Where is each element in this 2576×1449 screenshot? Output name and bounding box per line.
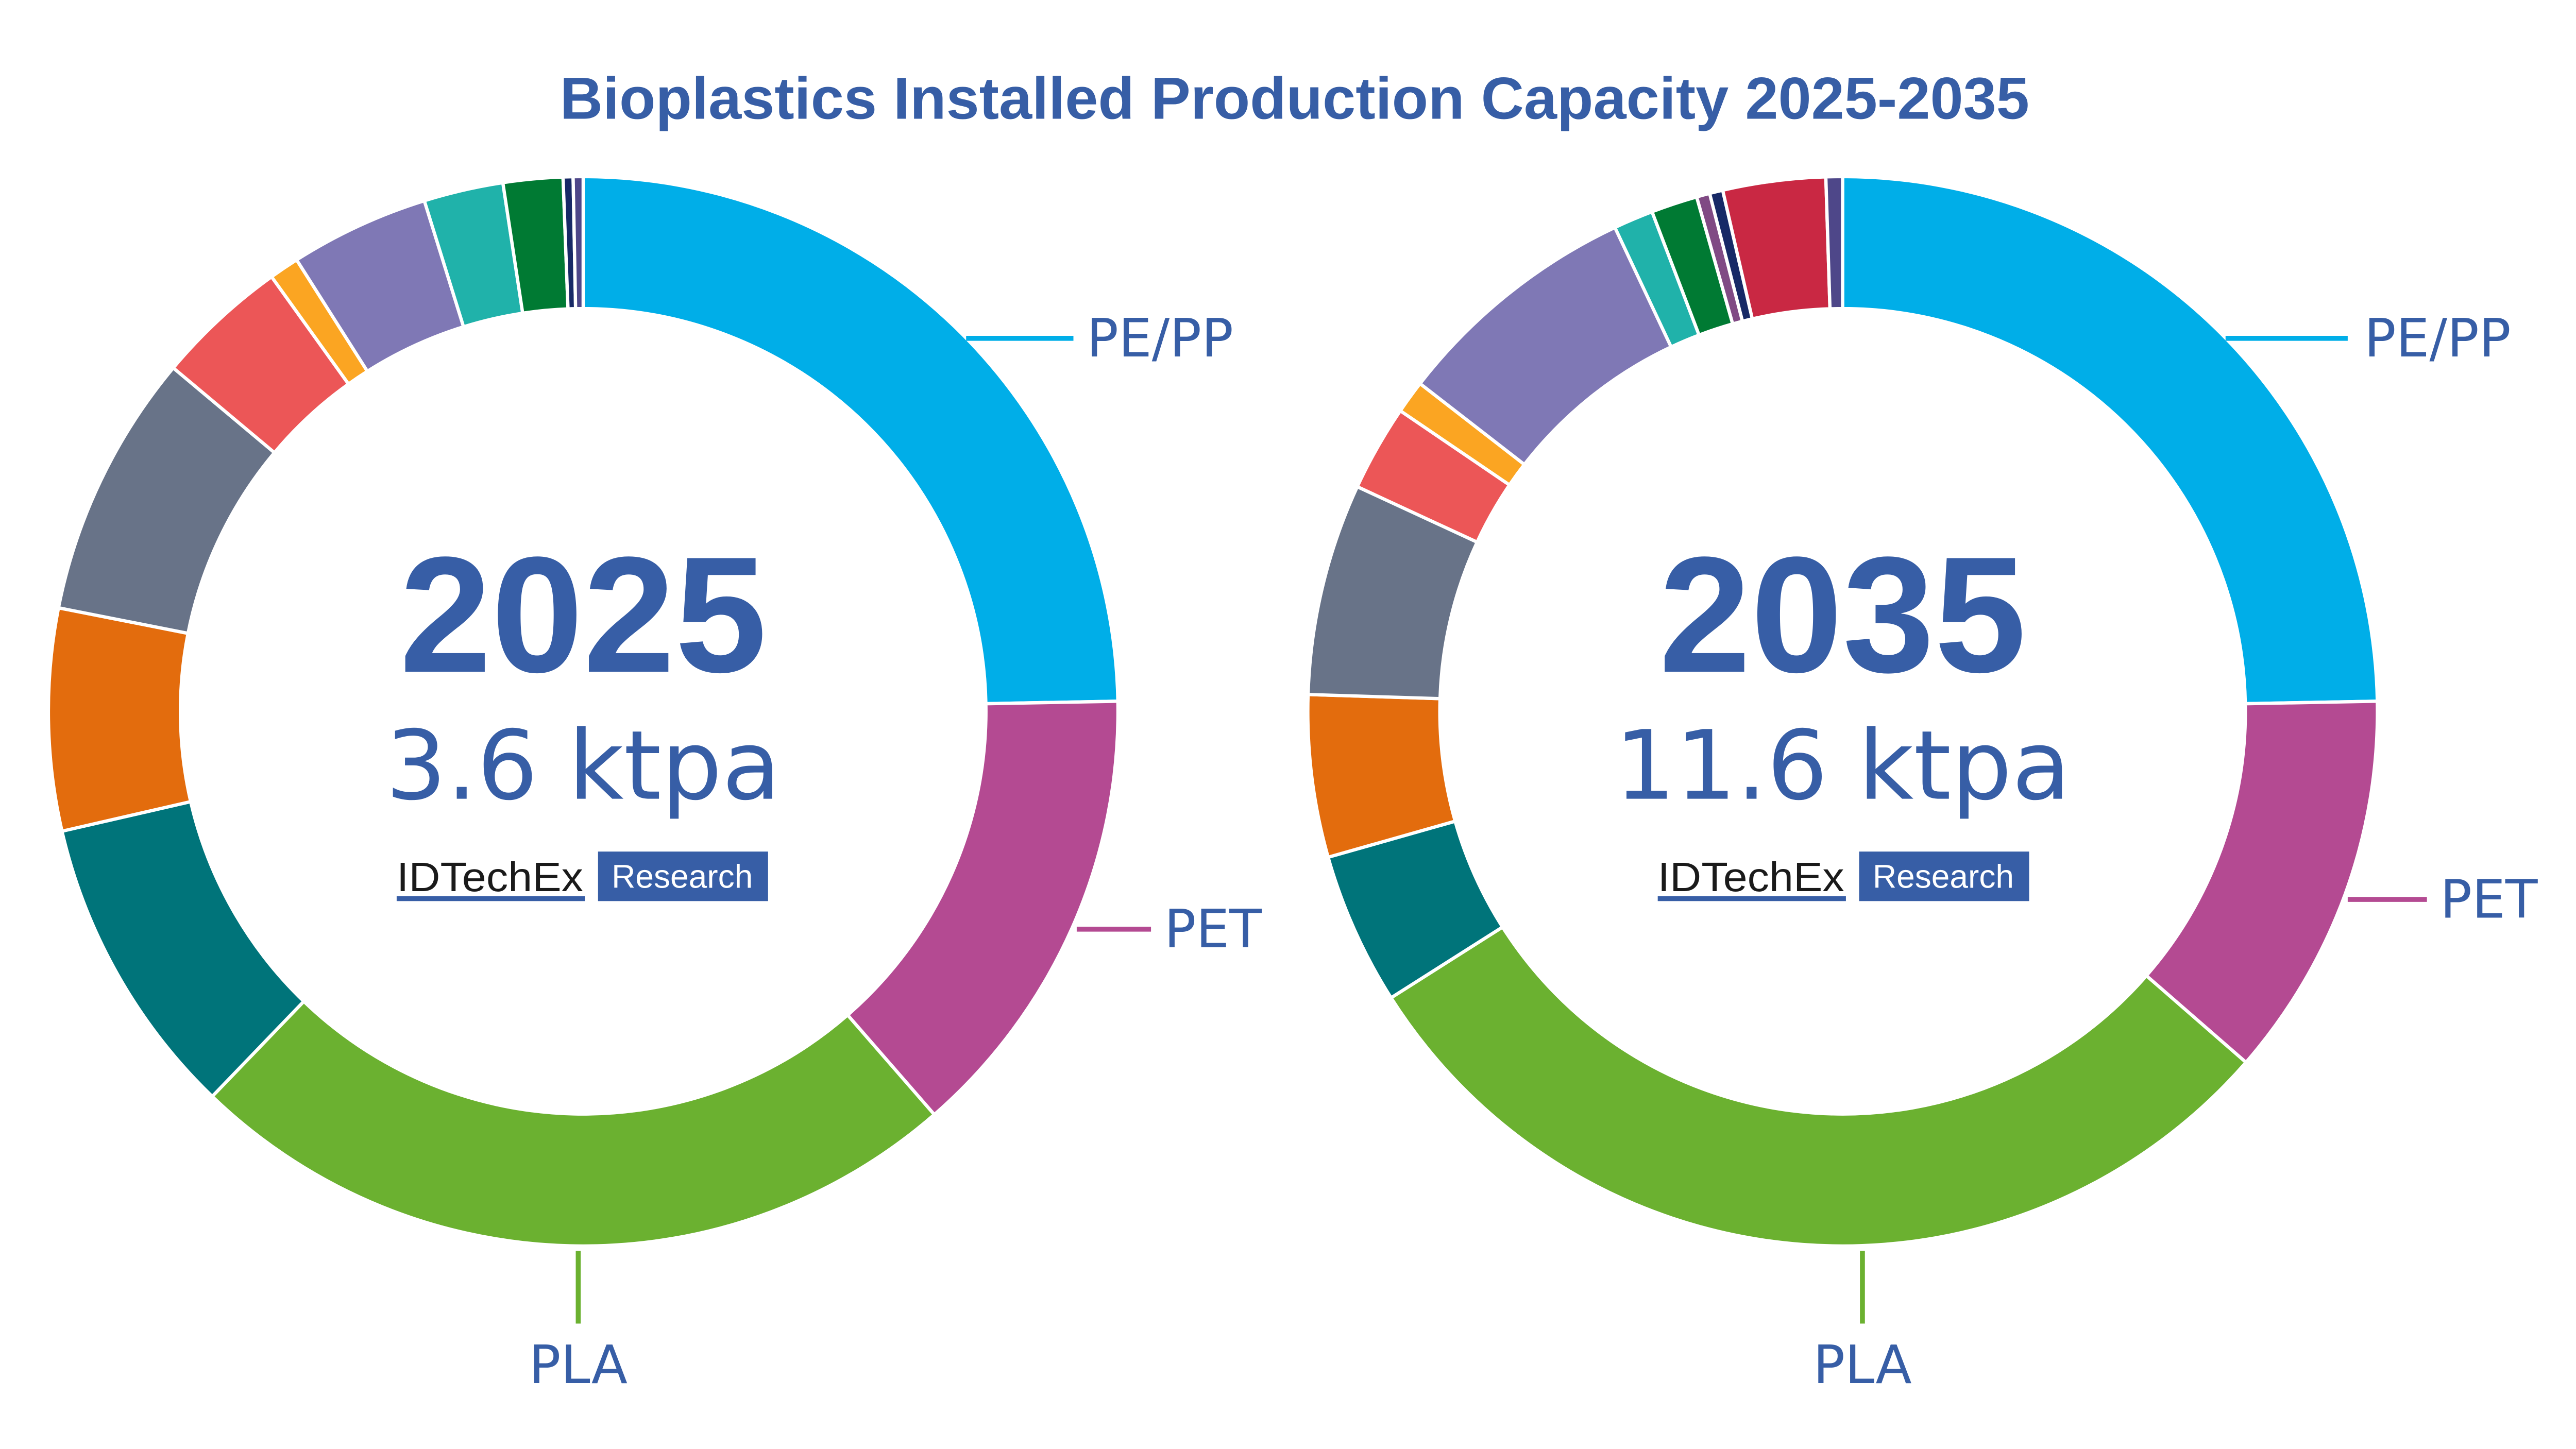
label-pepp-2025: PE/PP bbox=[1087, 308, 1233, 369]
logo-badge bbox=[1859, 851, 2029, 901]
donut-slice-other-12 bbox=[571, 175, 585, 311]
label-pla-2025: PLA bbox=[529, 1335, 628, 1396]
logo-underline bbox=[1657, 896, 1846, 901]
donut-2025 bbox=[46, 175, 1120, 1248]
logo-badge-text: Research bbox=[612, 858, 753, 895]
chart-title: Bioplastics Installed Production Capacit… bbox=[560, 66, 2029, 132]
donut-2035 bbox=[1306, 175, 2379, 1248]
label-pet-2035: PET bbox=[2440, 869, 2538, 930]
center-total-2025: 3.6 ktpa bbox=[386, 710, 781, 822]
logo-badge bbox=[598, 851, 768, 901]
center-total-2035: 11.6 ktpa bbox=[1615, 710, 2071, 822]
label-pla-2035: PLA bbox=[1813, 1335, 1911, 1396]
donut-slice-pla bbox=[210, 999, 937, 1248]
donut-slice-pe-pp bbox=[1841, 175, 2379, 706]
logo-badge-text: Research bbox=[1873, 858, 2014, 895]
donut-slice-pla bbox=[1388, 925, 2248, 1248]
idtechex-logo-2035: IDTechEx Research bbox=[1657, 851, 2029, 901]
logo-brand: IDTechEx bbox=[397, 854, 583, 900]
donut-slice-pet bbox=[845, 700, 1120, 1117]
label-pepp-2035: PE/PP bbox=[2364, 308, 2511, 369]
donut-slice-other-4 bbox=[46, 606, 193, 833]
donut-slice-pe-pp bbox=[581, 175, 1120, 706]
center-year-2035: 2035 bbox=[1659, 522, 2026, 707]
label-pet-2025: PET bbox=[1164, 899, 1262, 960]
donut-slice-other-14 bbox=[1824, 175, 1844, 311]
logo-underline bbox=[396, 896, 585, 901]
idtechex-logo-2025: IDTechEx Research bbox=[396, 851, 768, 901]
logo-brand: IDTechEx bbox=[1658, 854, 1844, 900]
center-year-2025: 2025 bbox=[400, 522, 767, 707]
